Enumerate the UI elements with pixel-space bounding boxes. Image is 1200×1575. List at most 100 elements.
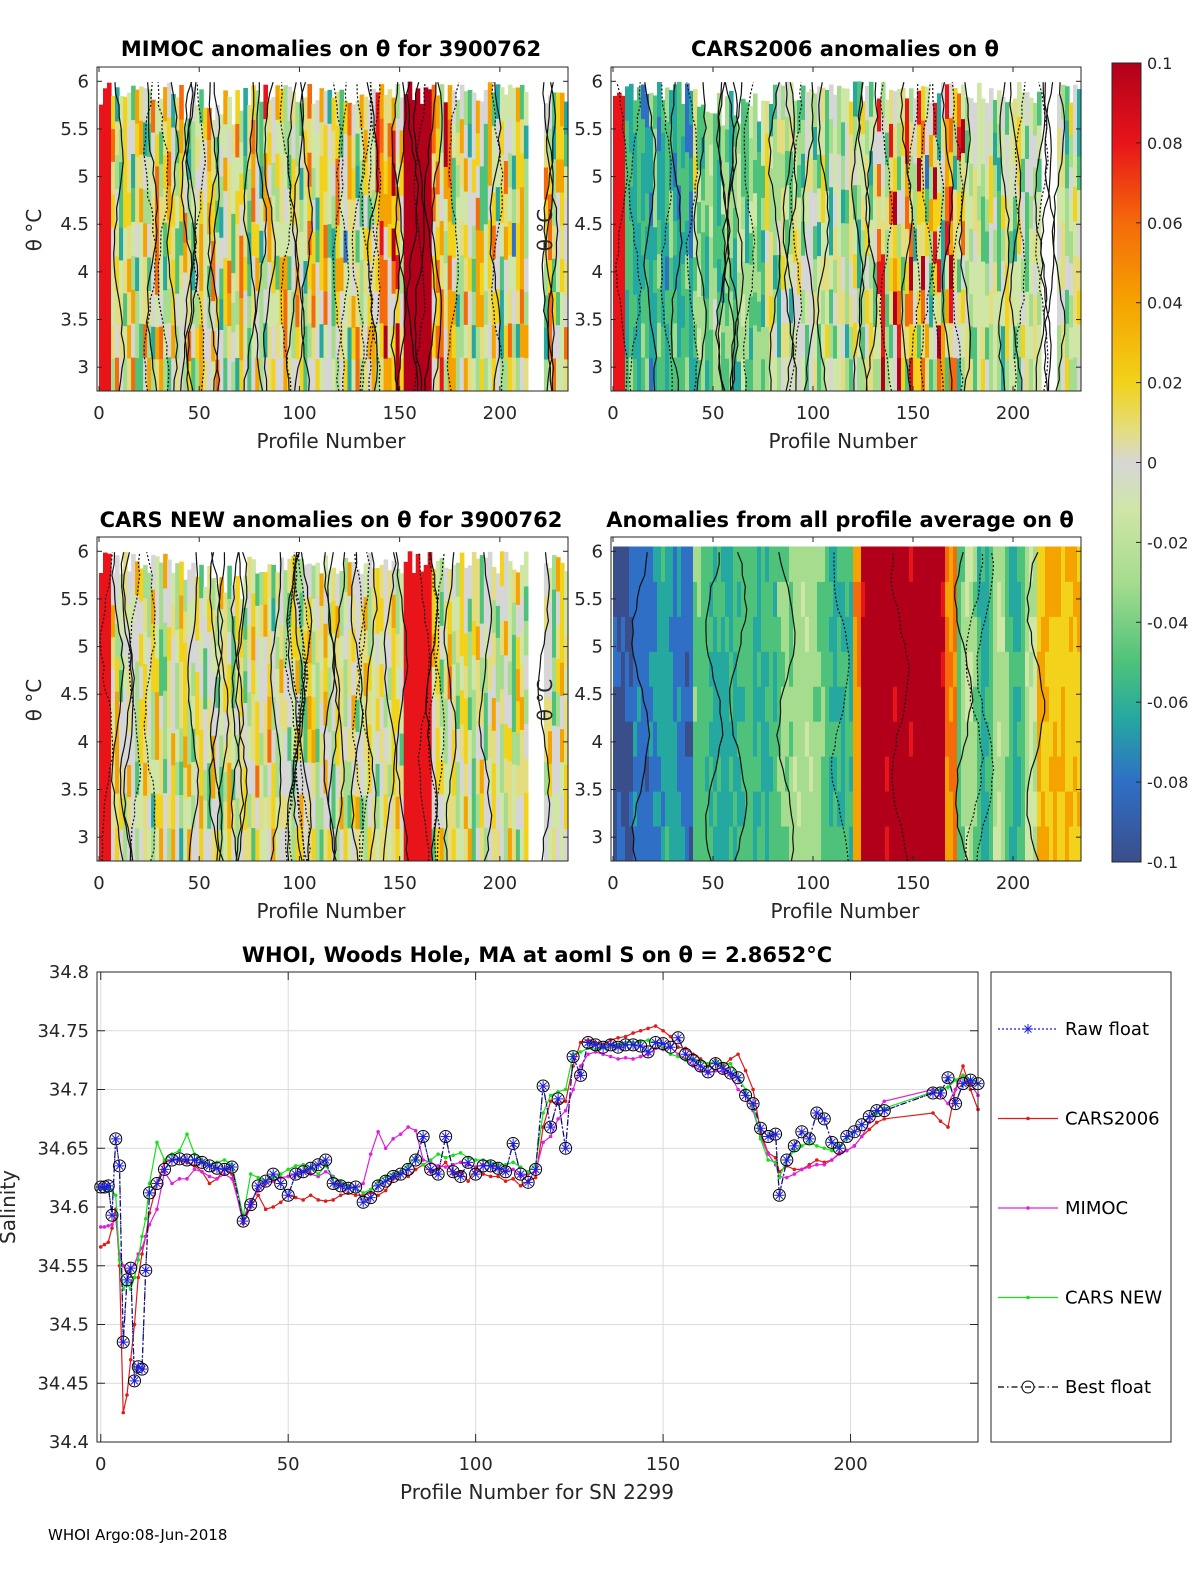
heatmap-cell [1033, 581, 1038, 617]
heatmap-cell [147, 223, 152, 258]
heatmap-cell [163, 188, 168, 223]
heatmap-cell [564, 764, 569, 798]
heatmap-cell [347, 562, 353, 596]
heatmap-cell [937, 126, 942, 160]
heatmap-cell [937, 791, 942, 827]
heatmap-cell [223, 257, 228, 292]
heatmap-cell [327, 89, 333, 124]
heatmap-cell [556, 726, 561, 761]
heatmap-cell [187, 828, 192, 862]
heatmap-cell [419, 603, 425, 637]
heatmap-cell [207, 265, 212, 298]
heatmap-cell [801, 357, 806, 392]
heatmap-cell [769, 721, 774, 757]
contour-line [693, 82, 707, 392]
heatmap-cell [219, 766, 224, 799]
heatmap-cell [299, 592, 304, 627]
heatmap-cell [881, 185, 886, 220]
heatmap-cell [781, 255, 786, 290]
heatmap-cell [705, 297, 710, 330]
heatmap-cell [769, 756, 774, 792]
y-tick-label: 5.5 [574, 589, 603, 610]
data-point [151, 1178, 162, 1189]
heatmap-cell [785, 116, 790, 151]
heatmap-cell [175, 563, 180, 597]
heatmap-cell [211, 672, 216, 705]
heatmap-cell [395, 84, 401, 119]
heatmap-cell [761, 197, 766, 231]
heatmap-cell [143, 121, 148, 156]
heatmap-cell [507, 152, 513, 188]
heatmap-cell [503, 160, 509, 194]
heatmap-cell [155, 827, 160, 862]
heatmap-cell [817, 721, 822, 757]
contour-line [235, 552, 248, 862]
heatmap-cell [929, 651, 934, 687]
heatmap-cell [1077, 357, 1082, 392]
heatmap-cell [519, 118, 525, 154]
heatmap-cell [741, 826, 746, 862]
heatmap-cell [657, 356, 662, 392]
data-point [350, 1182, 361, 1193]
heatmap-cell [669, 223, 674, 258]
heatmap-cell [989, 189, 994, 224]
heatmap-cell [323, 124, 329, 159]
heatmap-cell [387, 256, 393, 291]
heatmap-cell [625, 255, 630, 290]
heatmap-cell [985, 686, 990, 722]
heatmap-cell [159, 794, 164, 829]
heatmap-cell [925, 546, 930, 582]
heatmap-cell [159, 595, 164, 630]
heatmap-cell [267, 358, 272, 392]
heatmap-cell [355, 294, 361, 327]
heatmap-cell [415, 656, 421, 691]
heatmap-cell [645, 358, 650, 392]
heatmap-cell [877, 581, 882, 617]
heatmap-cell [657, 116, 662, 152]
heatmap-cell [941, 686, 946, 722]
data-point [706, 1061, 710, 1066]
heatmap-cell [219, 175, 224, 208]
heatmap-cell [543, 327, 549, 360]
heatmap-cell [119, 701, 124, 734]
heatmap-cell [921, 686, 926, 722]
heatmap-cell [523, 125, 529, 159]
data-point [852, 1144, 857, 1148]
data-point [800, 1167, 804, 1172]
heatmap-cell [335, 669, 341, 702]
heatmap-cell [223, 123, 228, 158]
heatmap-cell [459, 84, 465, 120]
heatmap-cell [151, 725, 156, 760]
heatmap-cell [375, 600, 381, 634]
heatmap-cell [633, 581, 638, 617]
data-point [859, 1134, 864, 1139]
heatmap-cell [99, 104, 104, 137]
heatmap-cell [657, 322, 662, 358]
heatmap-cell [817, 154, 822, 189]
heatmap-cell [227, 795, 232, 829]
heatmap-cell [909, 189, 914, 224]
heatmap-cell [873, 229, 878, 263]
heatmap-cell [645, 93, 650, 128]
heatmap-cell [737, 616, 742, 652]
heatmap-cell [267, 828, 272, 862]
heatmap-cell [733, 176, 738, 208]
heatmap-cell [179, 561, 184, 596]
heatmap-cell [617, 324, 622, 359]
heatmap-cell [625, 581, 630, 617]
heatmap-cell [487, 185, 493, 220]
heatmap-cell [479, 759, 485, 794]
y-tick-label: 3 [592, 357, 603, 378]
heatmap-cell [865, 581, 870, 617]
heatmap-cell [399, 637, 405, 670]
heatmap-cell [881, 721, 886, 757]
heatmap-cell [351, 761, 357, 795]
heatmap-cell [957, 546, 962, 582]
heatmap-cell [467, 631, 473, 665]
heatmap-cell [713, 175, 718, 207]
heatmap-cell [347, 295, 353, 328]
heatmap-cell [777, 616, 782, 652]
heatmap-cell [633, 756, 638, 792]
heatmap-cell [395, 666, 401, 700]
y-tick-label: 4 [592, 262, 603, 283]
